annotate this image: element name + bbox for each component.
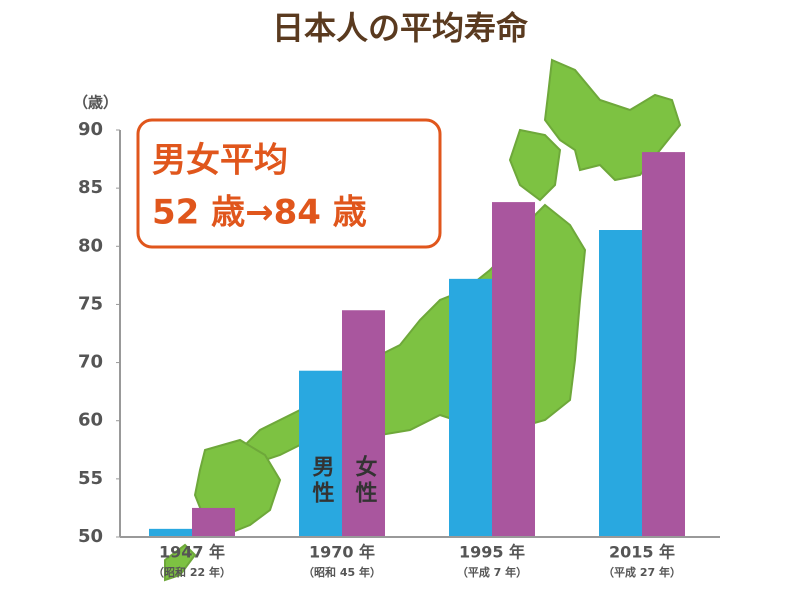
annotation: 男女平均	[152, 141, 288, 181]
x-tick-label: 1947 年	[159, 543, 225, 562]
chart-title: 日本人の平均寿命	[272, 9, 529, 47]
x-tick-sublabel: （昭和 45 年）	[303, 565, 381, 579]
y-tick-label: 80	[78, 235, 103, 256]
y-tick-label: 55	[78, 468, 103, 489]
y-tick-label: 85	[78, 177, 103, 198]
x-tick-sublabel: （平成 27 年）	[603, 565, 681, 579]
bar	[342, 310, 385, 537]
x-tick-label: 1970 年	[309, 543, 375, 562]
y-tick-label: 75	[78, 293, 103, 314]
legend-label: 女性	[352, 454, 378, 507]
legend-label: 男性	[309, 455, 335, 507]
y-tick-label: 70	[78, 352, 103, 373]
y-tick-label: 50	[78, 526, 103, 547]
x-tick-sublabel: （平成 7 年）	[457, 565, 527, 579]
annotation: 52 歳→84 歳	[152, 193, 367, 233]
bar	[599, 230, 642, 537]
x-tick-label: 1995 年	[459, 543, 525, 562]
bar	[449, 278, 492, 537]
bar	[149, 528, 192, 537]
bar	[642, 152, 685, 537]
x-tick-sublabel: （昭和 22 年）	[153, 565, 231, 579]
bar	[492, 202, 535, 537]
y-tick-label: 60	[78, 410, 103, 431]
bar	[299, 370, 342, 537]
bar	[192, 507, 235, 537]
x-tick-label: 2015 年	[609, 543, 675, 562]
annotation-box	[136, 118, 442, 249]
y-tick-label: 90	[78, 119, 103, 140]
y-axis-label: （歳）	[73, 94, 118, 112]
